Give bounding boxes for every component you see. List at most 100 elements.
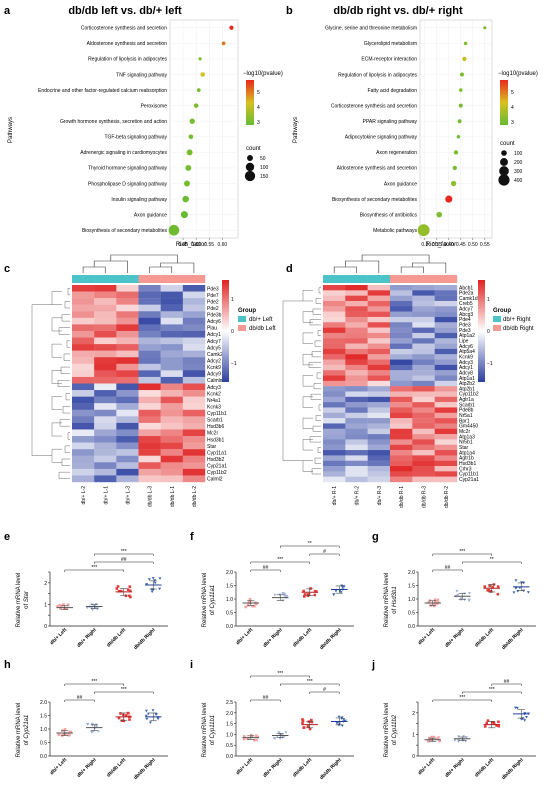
panel-c-colorbar <box>222 280 229 382</box>
panel-e-point <box>158 577 162 580</box>
panel-a-size-label: 100 <box>260 165 269 171</box>
panel-c-heatmap-cell <box>94 462 117 470</box>
panel-c-heatmap-cell <box>94 409 117 417</box>
panel-b-pathway-label: Biosynthesis of antibiotics <box>360 212 418 218</box>
panel-c-row-label: Adcy3 <box>207 385 221 391</box>
panel-d-heatmap-cell <box>345 322 368 328</box>
panel-d-heatmap-cell <box>412 444 435 451</box>
panel-c-heatmap-cell <box>182 429 206 437</box>
panel-c-heatmap-cell <box>138 455 161 463</box>
panel-e-category-label: db/+ Right <box>76 627 98 649</box>
panel-a-dot <box>221 41 226 46</box>
panel-c-heatmap-cell <box>182 350 206 358</box>
panel-c-heatmap-cell <box>116 298 139 305</box>
panel-c-heatmap-cell <box>94 449 117 456</box>
panel-i-point <box>278 737 282 740</box>
panel-d-heatmap-cell <box>390 391 413 398</box>
panel-a-xtick-label: 0.60 <box>217 242 227 248</box>
panel-h-ytick-label: 1.0 <box>40 727 47 733</box>
panel-f-significance-bracket <box>250 569 281 572</box>
panel-d-row-label: Atp1a3 <box>459 434 475 440</box>
panel-i-point <box>301 721 304 725</box>
panel-d-heatmap-cell <box>412 423 435 429</box>
panel-a-pathway-label: Endocrine and other factor-regulated cal… <box>38 88 167 94</box>
panel-i-point <box>335 721 339 725</box>
panel-e-point <box>56 605 59 608</box>
panel-d-row-label: Atp2b1 <box>459 386 475 392</box>
panel-e-point <box>153 579 157 582</box>
panel-c-heatmap-cell <box>72 396 95 404</box>
panel-d-heatmap-cell <box>412 391 435 398</box>
panel-d-heatmap-cell <box>323 386 346 392</box>
panel-j-significance-bracket <box>462 691 522 694</box>
panel-d-heatmap-cell <box>434 285 458 291</box>
panel-c-row-dendrogram <box>51 317 62 332</box>
panel-c-row-label: Adcy2 <box>207 358 221 364</box>
panel-d-heatmap-cell <box>367 428 391 435</box>
panel-c-heatmap-cell <box>160 357 184 364</box>
panel-d-heatmap-cell <box>345 311 368 318</box>
svg-text:of Star: of Star <box>24 590 30 609</box>
panel-d-row-label: Camk1d <box>459 296 478 302</box>
panel-d-heatmap-cell <box>390 300 413 307</box>
panel-d-heatmap-cell <box>367 418 391 424</box>
panel-d-heatmap-cell <box>390 402 413 408</box>
panel-c-heatmap-cell <box>182 416 206 424</box>
panel-f-significance-bracket <box>250 561 310 564</box>
panel-d-heatmap-cell <box>345 428 368 435</box>
panel-b-dot <box>445 195 453 203</box>
panel-i-point <box>342 718 346 721</box>
panel-c-heatmap-cell <box>72 455 95 463</box>
panel-a-pathway-label: Growth hormone synthesis, secretion and … <box>60 119 167 125</box>
panel-c-group-swatch-1 <box>238 316 246 322</box>
panel-h-ylabel: Relative mRNA level of Cyp21a1 <box>16 703 30 758</box>
panel-c-row-dendrogram <box>51 343 62 358</box>
panel-b-pathway-label: ECM-receptor interaction <box>361 57 417 63</box>
panel-a-xtick-label: 0.55 <box>204 242 214 248</box>
panel-c-row-dendrogram <box>62 406 70 414</box>
panel-c-heatmap-cell <box>160 475 184 483</box>
panel-a-ylabel: Pathways <box>8 117 14 143</box>
panel-d-heatmap-cell <box>345 359 368 366</box>
panel-d-heatmap-cell <box>390 285 413 291</box>
panel-c-heatmap-cell <box>160 291 184 299</box>
panel-a-pathway-label: TNF signaling pathway <box>116 72 167 78</box>
panel-c-heatmap-cell <box>182 285 206 292</box>
panel-c-heatmap-cell <box>72 429 95 437</box>
panel-b-dot <box>483 26 487 30</box>
panel-b-pathway-label: PPAR signaling pathway <box>363 119 418 125</box>
panel-c-group-bar <box>116 275 139 283</box>
panel-b-pathway-label: Corticosterone synthesis and secretion <box>331 103 417 109</box>
panel-c-heatmap-cell <box>138 350 161 358</box>
panel-a-dot <box>196 88 201 92</box>
panel-f-point <box>284 595 288 599</box>
panel-d-colorbar-tick: 0 <box>487 329 490 335</box>
panel-a-pathway-label: TGF-beta signaling pathway <box>104 135 167 141</box>
panel-c-heatmap-cell <box>94 403 117 410</box>
panel-d-row-label: Pde2a <box>459 291 474 297</box>
panel-d-heatmap-cell <box>367 311 391 318</box>
panel-d-heatmap-cell <box>434 300 458 307</box>
panel-d-heatmap-cell <box>434 343 458 350</box>
panel-c-heatmap-cell <box>94 285 117 292</box>
panel-i-category-label: db/+ Right <box>262 757 284 779</box>
panel-c-heatmap-cell <box>116 468 139 476</box>
panel-i-point <box>310 718 313 722</box>
panel-a-pathway-label: Regulation of lipolysis in adipocytes <box>88 57 167 63</box>
panel-i-point <box>337 715 341 719</box>
panel-b-colorbar-title: −log10(pvalue) <box>498 71 538 77</box>
panel-d-row-dendrogram <box>302 460 313 472</box>
panel-e-point <box>147 578 151 581</box>
panel-d-heatmap-cell <box>323 290 346 296</box>
panel-d-row-dendrogram <box>315 298 321 304</box>
panel-e-ytick-label: 1 <box>44 602 47 608</box>
panel-f-point <box>303 593 307 596</box>
panel-e-point <box>85 606 89 610</box>
panel-d-heatmap-cell <box>323 434 346 440</box>
panel-i-significance-label: *** <box>307 679 313 685</box>
panel-c-heatmap-cell <box>182 390 206 397</box>
panel-a-colorbar <box>246 80 254 125</box>
panel-c-heatmap-cell <box>182 468 206 476</box>
panel-c-heatmap-cell <box>72 357 95 364</box>
panel-d-heatmap-cell <box>323 428 346 435</box>
